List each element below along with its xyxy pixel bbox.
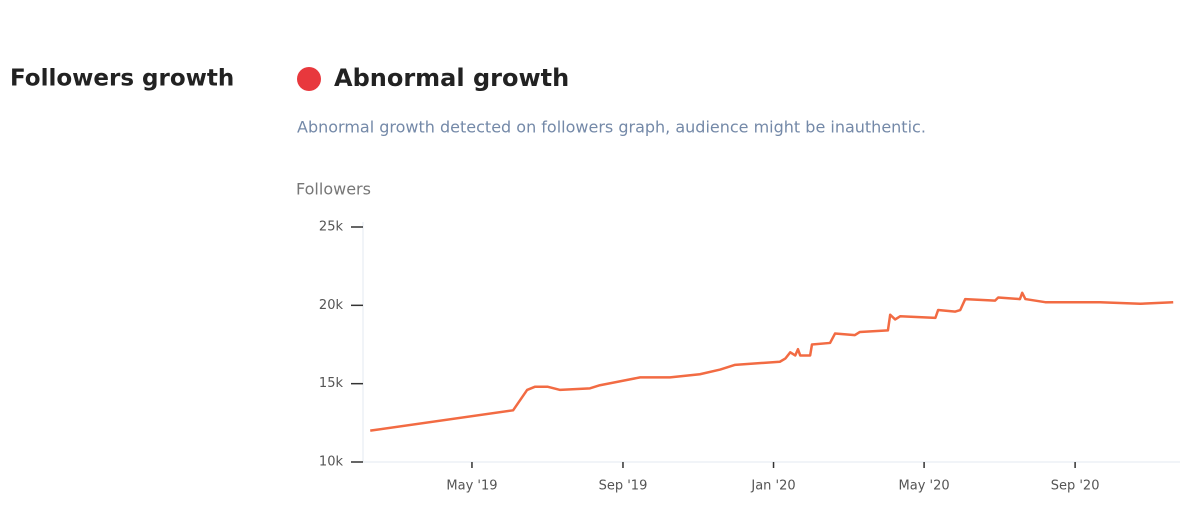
x-tick-label: May '20 xyxy=(899,479,950,494)
x-tick-label: Jan '20 xyxy=(750,479,795,494)
y-tick-label: 25k xyxy=(319,220,344,235)
y-tick-label: 20k xyxy=(319,298,344,313)
section-title: Followers growth xyxy=(10,66,234,92)
status-dot xyxy=(297,67,321,91)
x-tick-label: Sep '20 xyxy=(1051,479,1100,494)
y-tick-label: 15k xyxy=(319,376,344,391)
status-label: Abnormal growth xyxy=(334,64,569,92)
x-tick-label: May '19 xyxy=(446,479,497,494)
x-tick-label: Sep '19 xyxy=(599,479,648,494)
y-axis-label: Followers xyxy=(296,180,371,199)
description: Abnormal growth detected on followers gr… xyxy=(297,118,926,137)
followers-line xyxy=(370,291,1174,432)
y-tick-label: 10k xyxy=(319,455,344,470)
